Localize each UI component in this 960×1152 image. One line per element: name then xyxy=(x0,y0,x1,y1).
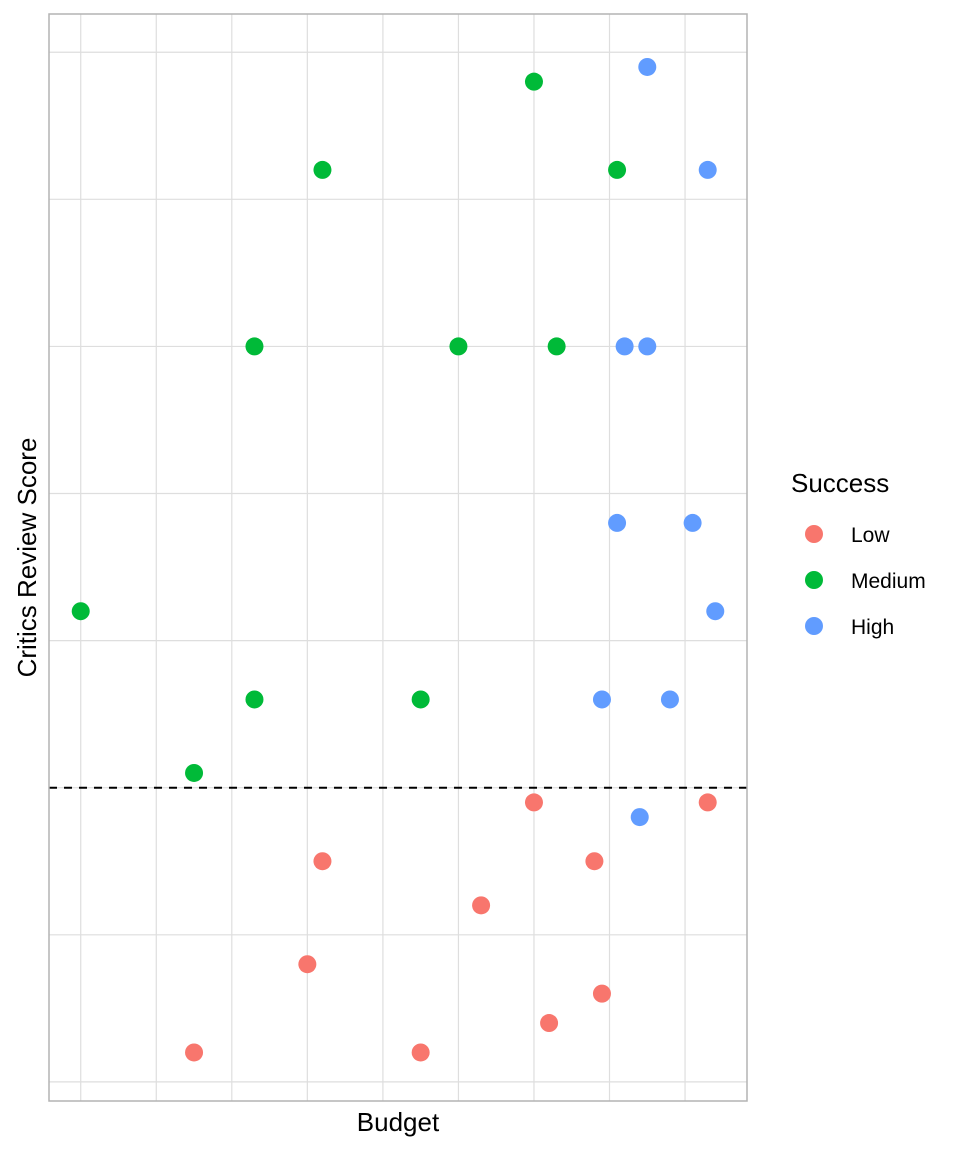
legend-item-high: High xyxy=(805,616,894,639)
point-low xyxy=(313,852,332,871)
point-low xyxy=(298,955,317,974)
point-low xyxy=(540,1014,559,1033)
point-high xyxy=(698,160,717,179)
x-axis-title: Budget xyxy=(357,1107,440,1137)
plot-panel-border xyxy=(48,13,748,1102)
point-medium xyxy=(245,337,264,356)
point-high xyxy=(608,513,627,532)
point-medium xyxy=(313,160,332,179)
point-high xyxy=(592,690,611,709)
point-high xyxy=(683,513,702,532)
point-high xyxy=(660,690,679,709)
series-low xyxy=(185,793,717,1062)
legend-swatch xyxy=(805,571,823,589)
legend-label: Medium xyxy=(851,570,926,593)
point-high xyxy=(630,808,649,827)
point-medium xyxy=(547,337,566,356)
point-high xyxy=(615,337,634,356)
point-medium xyxy=(608,160,627,179)
point-low xyxy=(472,896,491,915)
point-medium xyxy=(71,602,90,621)
point-medium xyxy=(185,763,204,782)
legend-swatch xyxy=(805,617,823,635)
point-low xyxy=(524,793,543,812)
point-medium xyxy=(245,690,264,709)
point-high xyxy=(638,337,657,356)
point-low xyxy=(185,1043,204,1062)
legend-label: High xyxy=(851,616,894,639)
legend-swatch xyxy=(805,525,823,543)
legend-item-low: Low xyxy=(805,524,890,547)
point-high xyxy=(706,602,725,621)
grid-lines xyxy=(49,14,747,1101)
point-low xyxy=(585,852,604,871)
legend-label: Low xyxy=(851,524,890,547)
legend-title: Success xyxy=(791,468,889,498)
point-high xyxy=(638,57,657,76)
point-medium xyxy=(449,337,468,356)
point-low xyxy=(698,793,717,812)
point-medium xyxy=(411,690,430,709)
data-points xyxy=(71,57,725,1062)
point-low xyxy=(592,984,611,1003)
y-axis-title: Critics Review Score xyxy=(12,438,42,678)
series-medium xyxy=(71,72,627,782)
point-low xyxy=(411,1043,430,1062)
series-high xyxy=(592,57,725,827)
legend-item-medium: Medium xyxy=(805,570,926,593)
point-medium xyxy=(524,72,543,91)
legend: Success Low Medium High xyxy=(791,468,926,639)
